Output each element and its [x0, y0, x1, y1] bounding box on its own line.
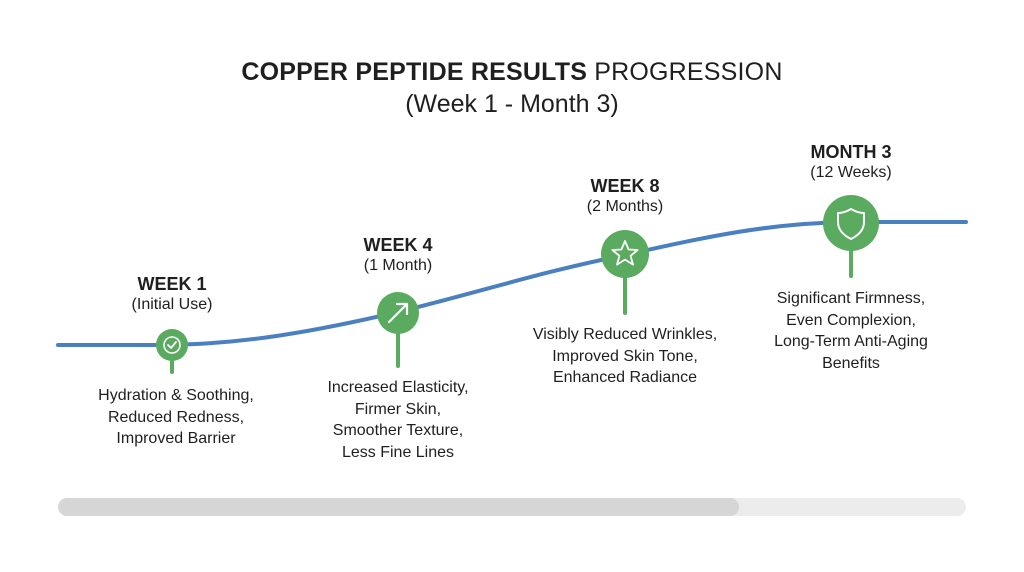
benefit-line: Long-Term Anti-Aging: [774, 333, 928, 350]
benefit-line: Visibly Reduced Wrinkles,: [532, 326, 718, 343]
milestone-heading: WEEK 4: [363, 235, 433, 255]
benefit-line: Benefits: [822, 354, 880, 372]
progress-curve: [56, 220, 968, 347]
benefit-line: Less Fine Lines: [341, 443, 455, 461]
milestone-label-week-8: WEEK 8 (2 Months): [587, 175, 663, 217]
benefit-line: Significant Firmness,: [776, 290, 926, 307]
check-circle-icon: [163, 336, 181, 354]
benefit-line: Even Complexion,: [786, 311, 916, 329]
milestone-benefits-week-4: Increased Elasticity, Firmer Skin, Smoot…: [327, 377, 468, 463]
shield-icon: [837, 208, 865, 240]
milestone-label-week-4: WEEK 4 (1 Month): [363, 234, 432, 276]
progress-bar-fill: [58, 498, 739, 516]
benefit-line: Firmer Skin,: [354, 400, 442, 418]
benefit-line: Improved Skin Tone,: [552, 347, 698, 365]
milestone-benefits-month-3: Significant Firmness, Even Complexion, L…: [774, 288, 928, 374]
milestone-heading: MONTH 3: [810, 142, 892, 162]
progress-bar[interactable]: [58, 498, 966, 516]
milestone-label-month-3: MONTH 3 (12 Weeks): [810, 141, 892, 183]
milestone-benefits-week-1: Hydration & Soothing, Reduced Redness, I…: [98, 385, 254, 450]
diagram-subtitle: (Week 1 - Month 3): [405, 90, 619, 118]
milestone-subheading: (2 Months): [586, 198, 664, 215]
milestone-node-week-8: [601, 230, 649, 315]
milestone-subheading: (Initial Use): [131, 296, 213, 313]
milestone-heading: WEEK 8: [590, 176, 660, 196]
star-icon: [611, 240, 639, 266]
benefit-line: Hydration & Soothing,: [98, 387, 254, 404]
milestone-node-month-3: [823, 195, 879, 278]
benefit-line: Enhanced Radiance: [552, 369, 698, 386]
milestone-label-week-1: WEEK 1 (Initial Use): [132, 273, 213, 315]
arrow-up-right-icon: [387, 302, 409, 324]
benefit-line: Reduced Redness,: [107, 408, 245, 426]
benefit-line: Smoother Texture,: [332, 422, 464, 439]
diagram-title: COPPER PEPTIDE RESULTS PROGRESSION: [0, 58, 1024, 87]
milestone-node-week-1: [156, 329, 188, 374]
title-regular: PROGRESSION: [594, 58, 783, 86]
benefit-line: Increased Elasticity,: [327, 379, 469, 396]
milestone-benefits-week-8: Visibly Reduced Wrinkles, Improved Skin …: [533, 324, 717, 389]
title-bold: COPPER PEPTIDE RESULTS: [241, 58, 588, 86]
milestone-node-week-4: [377, 292, 419, 368]
milestone-heading: WEEK 1: [137, 274, 207, 294]
milestone-subheading: (12 Weeks): [810, 164, 892, 181]
milestone-subheading: (1 Month): [363, 257, 433, 274]
benefit-line: Improved Barrier: [116, 430, 236, 447]
